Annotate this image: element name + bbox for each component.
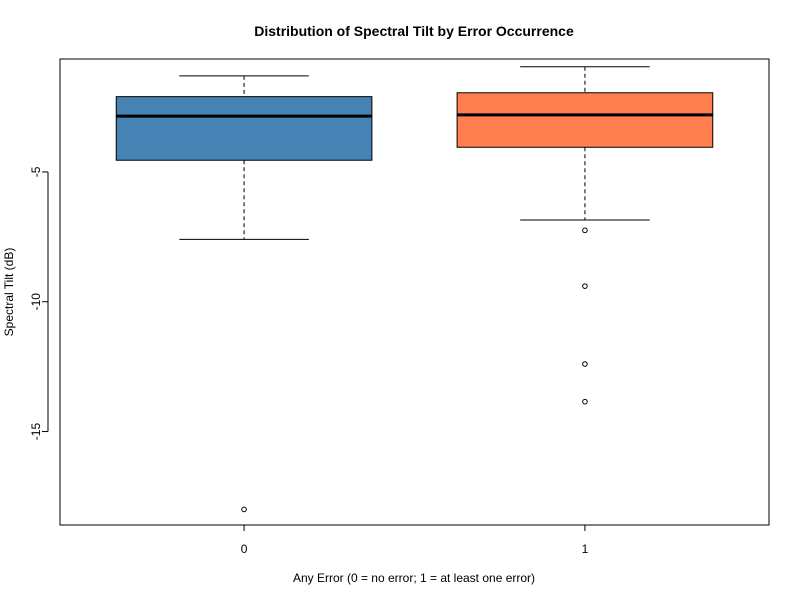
box-group-1 — [456, 66, 714, 405]
x-tick-label: 1 — [582, 542, 589, 556]
y-tick-label: -15 — [29, 423, 43, 441]
y-tick-label: -10 — [29, 293, 43, 311]
y-tick-label: -5 — [29, 166, 43, 177]
outlier-point — [582, 283, 588, 289]
box-iqr — [115, 96, 373, 161]
outlier-point — [582, 361, 588, 367]
y-axis-label: Spectral Tilt (dB) — [2, 248, 16, 337]
outlier-point — [582, 398, 588, 405]
outlier-point — [582, 227, 588, 234]
x-tick-label: 0 — [241, 542, 248, 556]
box-iqr — [456, 92, 714, 148]
boxes-layer — [115, 66, 714, 513]
x-axis-label: Any Error (0 = no error; 1 = at least on… — [293, 571, 535, 585]
chart-title: Distribution of Spectral Tilt by Error O… — [254, 23, 574, 39]
box-group-0 — [115, 75, 373, 513]
outlier-point — [241, 506, 247, 513]
y-axis: -5 -10 -15 — [29, 166, 49, 441]
